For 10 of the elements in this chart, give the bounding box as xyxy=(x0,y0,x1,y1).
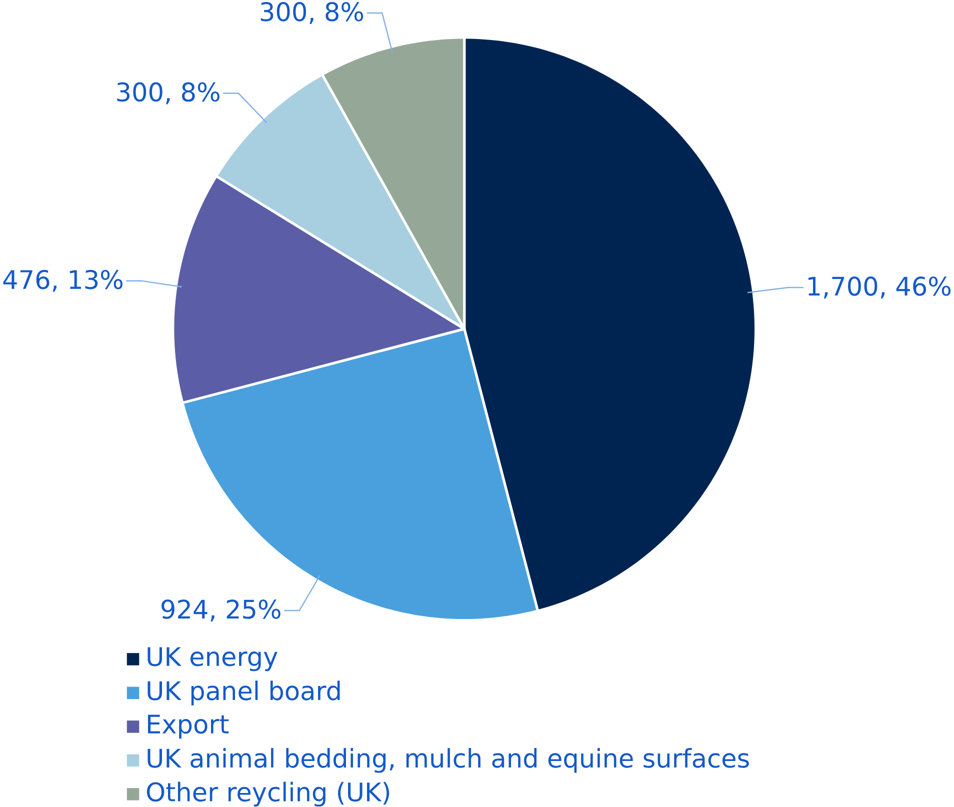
legend-label: Export xyxy=(148,714,229,739)
legend-label: UK animal bedding, mulch and equine surfaces xyxy=(148,748,749,774)
data-label: 476, 13% xyxy=(3,270,122,292)
data-label: 1,700, 46% xyxy=(808,276,951,299)
legend-label: Other reycling (UK) xyxy=(146,782,390,807)
data-label: 300, 8% xyxy=(260,2,364,24)
legend-label: UK energy xyxy=(148,647,278,672)
legend-label: UK panel board xyxy=(148,680,340,706)
data-label: 924, 25% xyxy=(162,600,280,622)
data-label: 300, 8% xyxy=(117,82,220,104)
